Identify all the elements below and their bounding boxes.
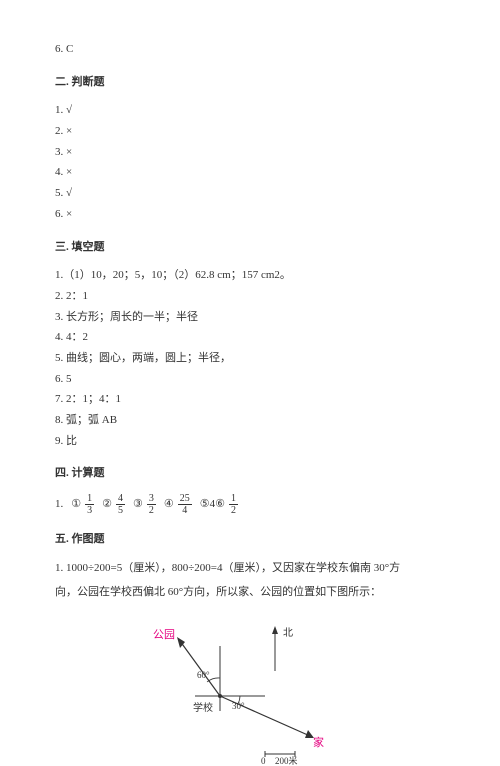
numerator: 4 [116,493,125,505]
fillblank-item: 2. 2：1 [55,287,445,306]
calc-label: ④ [164,495,174,514]
section-judgment-title: 二. 判断题 [55,73,445,92]
school-label: 学校 [193,701,213,714]
denominator: 2 [147,505,156,516]
calc-label: ⑤4⑥ [200,495,225,514]
judgment-item: 4. × [55,163,445,182]
fillblank-item: 5. 曲线；圆心，两端，圆上；半径， [55,349,445,368]
fraction: 1 2 [229,493,238,516]
fillblank-item: 7. 2：1；4：1 [55,390,445,409]
fillblank-item: 9. 比 [55,432,445,451]
home-label: 家 [313,735,324,749]
judgment-item: 1. √ [55,101,445,120]
calc-item: ② 4 5 [102,493,125,516]
fillblank-item: 3. 长方形；周长的一半；半径 [55,308,445,327]
numerator: 25 [178,493,192,505]
calc-label: ③ [133,495,143,514]
drawing-text-1: 1. 1000÷200=5（厘米），800÷200=4（厘米），又因家在学校东偏… [55,559,445,578]
scale-200: 200米 [275,755,298,766]
numerator: 3 [147,493,156,505]
fraction: 3 2 [147,493,156,516]
fraction: 1 3 [85,493,94,516]
north-label: 北 [283,627,293,639]
denominator: 3 [85,505,94,516]
judgment-item: 6. × [55,205,445,224]
judgment-item: 5. √ [55,184,445,203]
drawing-text-2: 向，公园在学校西偏北 60°方向，所以家、公园的位置如下图所示： [55,583,445,602]
section-drawing-title: 五. 作图题 [55,530,445,549]
calc-item: ④ 25 4 [164,493,192,516]
angle-30: 30° [232,701,245,711]
fillblank-item: 8. 弧；弧 AB [55,411,445,430]
denominator: 2 [229,505,238,516]
numerator: 1 [229,493,238,505]
denominator: 5 [116,505,125,516]
fillblank-list: 1.（1）10，20；5，10；（2）62.8 cm；157 cm2。 2. 2… [55,266,445,450]
numerator: 1 [85,493,94,505]
calc-item: ① 1 3 [71,493,94,516]
fillblank-item: 4. 4：2 [55,328,445,347]
judgment-list: 1. √ 2. × 3. × 4. × 5. √ 6. × [55,101,445,223]
section-calc-title: 四. 计算题 [55,464,445,483]
angle-60: 60° [197,670,210,680]
direction-diagram: 北 学校 公园 60° 家 30° 0 200米 [55,616,445,766]
denominator: 4 [180,505,189,516]
calc-prefix: 1. [55,495,63,514]
judgment-item: 3. × [55,143,445,162]
fraction: 25 4 [178,493,192,516]
fillblank-item: 1.（1）10，20；5，10；（2）62.8 cm；157 cm2。 [55,266,445,285]
fraction: 4 5 [116,493,125,516]
section-fillblank-title: 三. 填空题 [55,238,445,257]
calc-row: 1. ① 1 3 ② 4 5 ③ 3 2 ④ 25 4 ⑤4⑥ 1 2 [55,493,445,516]
calc-label: ② [102,495,112,514]
park-label: 公园 [153,628,175,641]
calc-item: ⑤4⑥ 1 2 [200,493,238,516]
diagram-svg: 北 学校 公园 60° 家 30° 0 200米 [135,616,365,766]
scale-0: 0 [261,756,266,766]
calc-label: ① [71,495,81,514]
judgment-item: 2. × [55,122,445,141]
fillblank-item: 6. 5 [55,370,445,389]
answer-6c: 6. C [55,40,445,59]
calc-item: ③ 3 2 [133,493,156,516]
